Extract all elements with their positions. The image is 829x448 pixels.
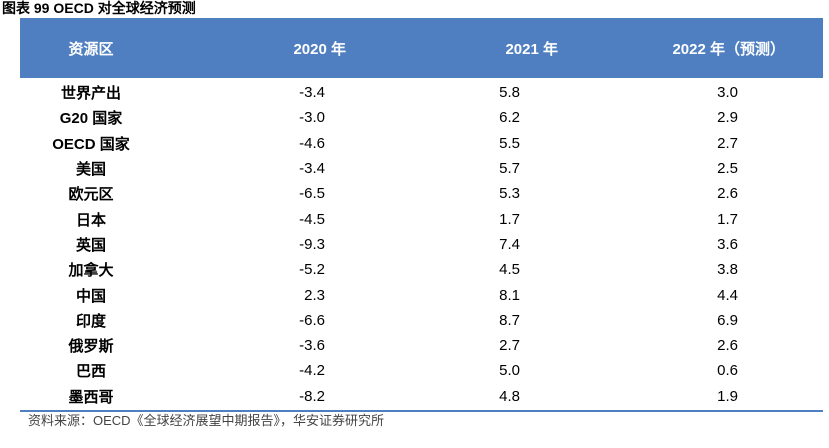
value-2022: 3.0 <box>717 84 738 102</box>
region-cell: 加拿大 <box>68 262 114 280</box>
value-2022: 2.9 <box>717 109 738 127</box>
value-2021: 4.8 <box>499 387 520 405</box>
table-bottom-border <box>20 409 823 412</box>
table-row: OECD 国家 -4.6 5.5 2.7 <box>20 131 823 156</box>
header-2021: 2021 年 <box>505 40 558 58</box>
region-cell: OECD 国家 <box>52 135 130 153</box>
value-2020: -6.5 <box>299 185 325 203</box>
source-note: 资料来源：OECD《全球经济展望中期报告》，华安证券研究所 <box>28 413 385 428</box>
value-2021: 6.2 <box>499 109 520 127</box>
region-cell: 美国 <box>75 161 106 179</box>
header-region: 资源区 <box>68 40 114 58</box>
value-2022: 3.8 <box>717 261 738 279</box>
forecast-table: 资源区 2020 年 2021 年 2022 年（预测） 世界产出 -3.4 5.8… <box>20 18 823 412</box>
value-2020: -3.4 <box>299 84 325 102</box>
region-cell: 日本 <box>75 211 106 229</box>
value-2022: 4.4 <box>717 286 738 304</box>
table-body: 世界产出 -3.4 5.8 3.0 G20 国家 -3.0 6.2 2.9 OECD 国家 -4.… <box>20 78 823 409</box>
region-cell: 英国 <box>75 236 106 254</box>
value-2021: 5.8 <box>499 84 520 102</box>
table-row: 欧元区 -6.5 5.3 2.6 <box>20 181 823 206</box>
table-row: 美国 -3.4 5.7 2.5 <box>20 156 823 181</box>
value-2021: 7.4 <box>499 235 520 253</box>
value-2022: 1.9 <box>717 387 738 405</box>
value-2020: -9.3 <box>299 235 325 253</box>
table-row: 巴西 -4.2 5.0 0.6 <box>20 358 823 383</box>
value-2020: -3.0 <box>299 109 325 127</box>
region-cell: 墨西哥 <box>68 388 114 406</box>
table-row: 加拿大 -5.2 4.5 3.8 <box>20 257 823 282</box>
value-2021: 8.1 <box>499 286 520 304</box>
region-cell: 印度 <box>75 312 106 330</box>
value-2020: -4.2 <box>299 362 325 380</box>
value-2020: 2.3 <box>304 286 325 304</box>
value-2021: 8.7 <box>499 311 520 329</box>
value-2022: 2.5 <box>717 160 738 178</box>
table-row: 印度 -6.6 8.7 6.9 <box>20 308 823 333</box>
value-2022: 1.7 <box>717 210 738 228</box>
table-row: 中国 2.3 8.1 4.4 <box>20 282 823 307</box>
region-cell: 巴西 <box>75 363 106 381</box>
value-2020: -8.2 <box>299 387 325 405</box>
value-2021: 1.7 <box>499 210 520 228</box>
region-cell: 欧元区 <box>68 186 114 204</box>
table-row: G20 国家 -3.0 6.2 2.9 <box>20 105 823 130</box>
value-2020: -4.6 <box>299 134 325 152</box>
figure-title: 图表 99 OECD 对全球经济预测 <box>2 0 196 16</box>
region-cell: 中国 <box>75 287 106 305</box>
region-cell: 俄罗斯 <box>68 338 114 356</box>
value-2021: 5.7 <box>499 160 520 178</box>
value-2020: -3.4 <box>299 160 325 178</box>
table-row: 英国 -9.3 7.4 3.6 <box>20 232 823 257</box>
value-2020: -5.2 <box>299 261 325 279</box>
region-cell: G20 国家 <box>59 110 123 128</box>
table-header: 资源区 2020 年 2021 年 2022 年（预测） <box>20 18 823 78</box>
value-2022: 2.7 <box>717 134 738 152</box>
value-2022: 2.6 <box>717 185 738 203</box>
value-2020: -6.6 <box>299 311 325 329</box>
table-row: 日本 -4.5 1.7 1.7 <box>20 206 823 231</box>
value-2022: 6.9 <box>717 311 738 329</box>
table-row: 俄罗斯 -3.6 2.7 2.6 <box>20 333 823 358</box>
value-2022: 0.6 <box>717 362 738 380</box>
header-2020: 2020 年 <box>293 40 346 58</box>
value-2021: 4.5 <box>499 261 520 279</box>
value-2020: -3.6 <box>299 337 325 355</box>
value-2020: -4.5 <box>299 210 325 228</box>
value-2021: 2.7 <box>499 337 520 355</box>
table-row: 墨西哥 -8.2 4.8 1.9 <box>20 384 823 409</box>
value-2021: 5.0 <box>499 362 520 380</box>
value-2022: 3.6 <box>717 235 738 253</box>
region-cell: 世界产出 <box>60 85 121 103</box>
value-2021: 5.3 <box>499 185 520 203</box>
header-2022-forecast: 2022 年（预测） <box>672 40 785 58</box>
value-2021: 5.5 <box>499 134 520 152</box>
value-2022: 2.6 <box>717 337 738 355</box>
table-row: 世界产出 -3.4 5.8 3.0 <box>20 80 823 105</box>
